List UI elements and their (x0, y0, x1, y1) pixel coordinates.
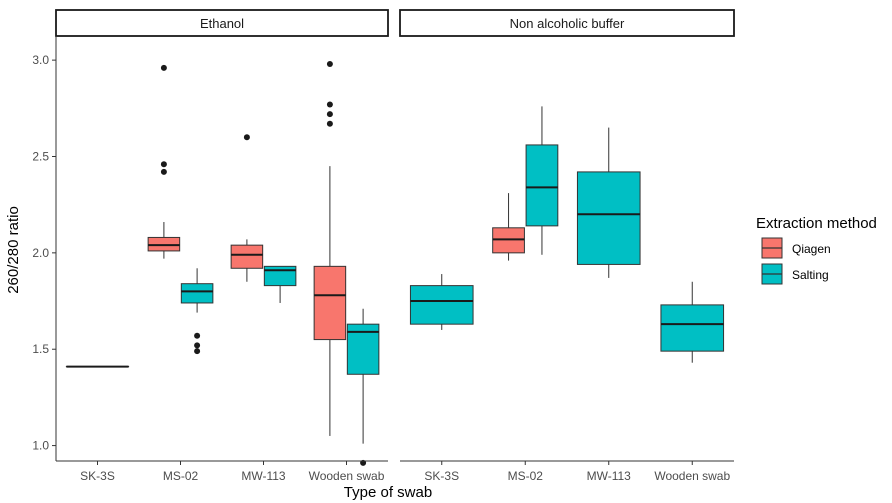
x-axis-title: Type of swab (344, 484, 432, 501)
y-axis-title: 260/280 ratio (5, 206, 22, 294)
facet-label-non-alcoholic-buffer: Non alcoholic buffer (510, 16, 625, 31)
x-tick-label-mw-113: MW-113 (587, 469, 632, 483)
box-sk-3s-salting-1-box (409, 285, 474, 325)
x-tick-label-ms-02: MS-02 (508, 469, 544, 483)
x-tick-label-wooden-swab: Wooden swab (654, 469, 730, 483)
x-tick-label-mw-113: MW-113 (241, 469, 286, 483)
y-tick-label: 3.0 (32, 53, 49, 67)
legend-title: Extraction method (756, 215, 877, 232)
box-ms-02-salting-0-outlier (194, 332, 201, 339)
x-tick-label-wooden-swab: Wooden swab (309, 469, 385, 483)
facet-strip-ethanol (55, 9, 389, 37)
box-ms-02-qiagen-0-outlier (160, 64, 167, 71)
x-tick-label-sk-3s: SK-3S (424, 469, 459, 483)
box-ms-02-salting-0-outlier (194, 342, 201, 349)
box-mw-113-qiagen-0-outlier (243, 134, 250, 141)
legend: Extraction method Qiagen Salting (756, 215, 877, 285)
legend-label-salting: Salting (792, 268, 829, 282)
box-ms-02-salting-0-outlier (194, 348, 201, 355)
y-tick-label: 2.0 (32, 246, 49, 260)
legend-label-qiagen: Qiagen (792, 242, 831, 256)
box-marks (65, 60, 725, 466)
x-tick-label-sk-3s: SK-3S (80, 469, 115, 483)
y-tick-label: 1.0 (32, 439, 49, 453)
box-mw-113-salting-1-box (576, 171, 641, 265)
box-ms-02-salting-0-box (180, 283, 214, 304)
box-ms-02-salting-1-box (525, 144, 559, 227)
box-wooden-swab-qiagen-0-outlier (326, 111, 333, 118)
box-wooden-swab-qiagen-0-outlier (326, 120, 333, 127)
box-wooden-swab-qiagen-0-outlier (326, 60, 333, 67)
facet-strip-non-alcoholic-buffer (399, 9, 735, 37)
box-ms-02-qiagen-0-outlier (160, 168, 167, 175)
box-ms-02-qiagen-0-outlier (160, 161, 167, 168)
y-tick-label: 1.5 (32, 342, 49, 356)
box-wooden-swab-salting-1-box (660, 304, 725, 352)
box-wooden-swab-qiagen-0-outlier (326, 101, 333, 108)
y-tick-label: 2.5 (32, 149, 49, 163)
box-mw-113-qiagen-0-box (230, 244, 264, 269)
y-axis: 1.0 1.5 2.0 2.5 3.0 (32, 37, 57, 461)
facet-label-ethanol: Ethanol (200, 16, 244, 31)
x-tick-label-ms-02: MS-02 (163, 469, 199, 483)
box-wooden-swab-qiagen-0-box (313, 265, 347, 341)
x-axis: SK-3S MS-02 MW-113 Wooden swab SK-3S MS-02 MW-… (56, 460, 734, 483)
